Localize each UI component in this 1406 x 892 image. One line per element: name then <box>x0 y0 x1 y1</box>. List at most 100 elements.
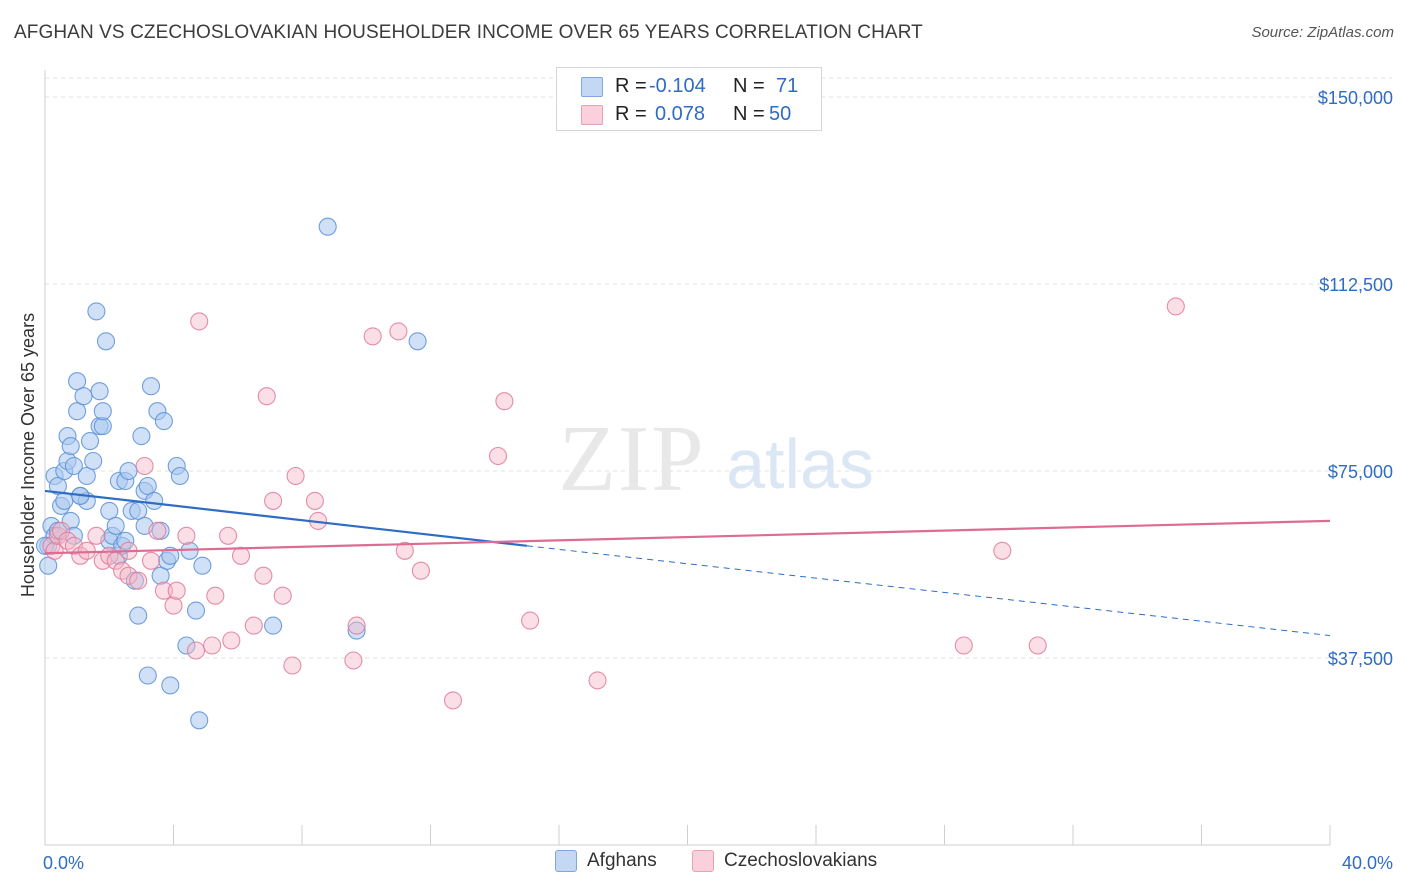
watermark-zip: ZIP <box>559 407 706 511</box>
data-point <box>129 606 148 625</box>
y-tick-label: $112,500 <box>1319 275 1393 295</box>
data-point <box>344 651 363 670</box>
legend-r-label: R = <box>615 75 647 97</box>
data-point <box>52 521 71 540</box>
data-point <box>77 466 96 486</box>
legend-r-value: -0.104 <box>649 75 706 97</box>
data-point <box>164 596 183 615</box>
data-point <box>305 491 324 510</box>
data-point <box>129 571 148 590</box>
legend-item-czechoslovakians[interactable]: Czechoslovakians <box>692 850 877 872</box>
data-point <box>119 461 138 481</box>
data-point <box>389 322 408 341</box>
data-point <box>148 521 167 540</box>
trend-lines <box>44 489 1331 637</box>
legend-r-label: R = <box>615 103 647 125</box>
y-axis-label: Householder Income Over 65 years <box>18 313 38 597</box>
correlation-legend: R = -0.104 N = 71 R = 0.078 N = 50 <box>556 67 822 131</box>
legend-n-label: N = <box>733 75 765 97</box>
data-point <box>84 451 103 471</box>
data-point <box>193 556 212 575</box>
data-point <box>80 432 100 451</box>
data-point <box>61 437 80 456</box>
data-point <box>35 536 55 555</box>
y-tick-label: $37,500 <box>1328 649 1393 669</box>
data-point <box>138 476 157 496</box>
legend-n-value: 50 <box>769 103 792 125</box>
data-point <box>87 302 106 321</box>
x-tick-label-min: 0.0% <box>43 853 84 873</box>
data-point <box>48 476 67 496</box>
y-tick-labels: $37,500 $75,000 $112,500 $150,000 <box>1318 88 1393 669</box>
data-point <box>116 531 135 550</box>
data-point <box>129 501 148 520</box>
series-afghans <box>35 217 427 730</box>
y-tick-label: $150,000 <box>1318 88 1393 108</box>
data-point <box>93 402 112 421</box>
watermark-atlas: atlas <box>726 425 874 503</box>
data-point <box>151 566 170 585</box>
data-point <box>161 546 180 565</box>
legend-item-afghans[interactable]: Afghans <box>555 850 657 872</box>
data-point <box>90 382 109 401</box>
legend-swatch-afghans <box>581 77 603 97</box>
gridlines <box>45 77 1392 659</box>
data-point <box>395 541 414 560</box>
legend-n-value: 71 <box>776 75 799 97</box>
legend-swatch-czechoslovakians <box>692 850 714 872</box>
data-point <box>203 636 222 655</box>
data-point <box>161 676 180 695</box>
legend-swatch-czechoslovakians <box>581 105 603 125</box>
data-point <box>106 516 125 535</box>
data-point <box>257 387 276 406</box>
data-point <box>154 412 173 431</box>
data-point <box>443 691 463 710</box>
data-point <box>408 332 427 351</box>
legend-swatch-afghans <box>555 850 577 872</box>
series-czechoslovakians <box>42 297 1185 710</box>
legend-n-label: N = <box>733 103 765 125</box>
data-point <box>190 711 209 730</box>
data-point <box>48 526 67 545</box>
data-point <box>993 541 1012 560</box>
data-point <box>177 526 196 545</box>
data-point <box>273 586 292 605</box>
data-point <box>42 536 61 555</box>
data-point <box>222 631 241 650</box>
data-point <box>132 427 151 446</box>
data-point <box>119 566 138 585</box>
data-point <box>154 581 173 600</box>
data-point <box>244 616 263 635</box>
data-point <box>45 541 64 560</box>
data-point <box>488 446 508 466</box>
data-point <box>363 327 382 346</box>
data-point <box>100 501 119 520</box>
data-point <box>264 491 283 510</box>
data-point <box>186 601 206 620</box>
data-point <box>87 526 106 545</box>
data-point <box>170 466 189 486</box>
data-point <box>283 656 302 675</box>
data-point <box>411 561 430 580</box>
data-point <box>1028 636 1047 655</box>
trend-line-afghans <box>44 489 527 547</box>
data-point <box>77 541 96 560</box>
data-point <box>39 556 58 575</box>
data-point <box>219 526 238 545</box>
data-point <box>68 402 87 421</box>
data-point <box>167 581 186 600</box>
data-point <box>347 621 366 640</box>
source-label: Source: ZipAtlas.com <box>1251 24 1394 41</box>
data-point <box>96 332 116 351</box>
x-tick-label-max: 40.0% <box>1342 853 1393 873</box>
data-point <box>55 491 74 510</box>
data-point <box>141 377 161 396</box>
data-point <box>141 551 161 570</box>
data-point <box>68 372 87 391</box>
data-point <box>588 671 607 690</box>
legend-row-czechoslovakians: R = 0.078 N = 50 <box>557 100 821 128</box>
data-point <box>318 217 337 236</box>
data-point <box>954 636 973 655</box>
data-point <box>64 456 83 476</box>
